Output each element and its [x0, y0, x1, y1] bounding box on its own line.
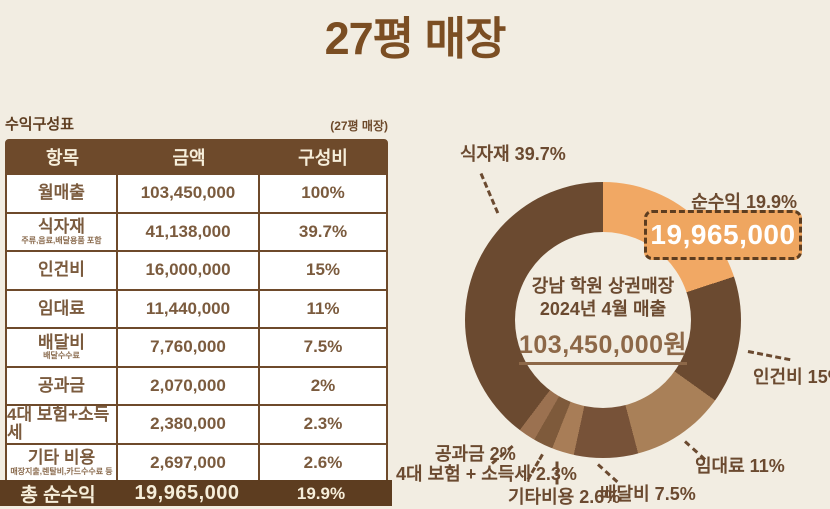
row-ratio: 2.6% — [303, 452, 343, 472]
table-subtitle: (27평 매장) — [330, 119, 388, 133]
table-footer-row: 총 순수익 19,965,000 19.9% — [0, 480, 392, 506]
slice-label-utilities: 공과금 2% — [435, 444, 516, 464]
row-ratio: 100% — [301, 183, 345, 203]
row-note: 매장지출,렌탈비,카드수수료 등 — [10, 466, 113, 476]
row-ratio: 2.3% — [303, 414, 343, 434]
row-amount: 2,697,000 — [118, 444, 260, 481]
leader-line-labor — [747, 350, 791, 362]
table-row: 월매출 103,450,000 100% — [7, 175, 386, 214]
row-amount: 2,380,000 — [118, 406, 260, 443]
donut-center: 강남 학원 상권매장 2024년 4월 매출 103,450,000원 — [515, 232, 691, 408]
page-title: 27평 매장 — [324, 13, 507, 64]
row-item: 식자재 — [38, 217, 85, 237]
column-header-ratio: 구성비 — [298, 148, 348, 168]
slice-label-net-profit: 순수익 19.9% — [691, 192, 797, 212]
chart-center-line2: 2024년 4월 매출 — [539, 298, 667, 319]
row-note: 주류,음료,배달용품 포함 — [21, 235, 102, 245]
footer-amount: 19,965,000 — [134, 482, 240, 504]
row-amount: 2,070,000 — [118, 367, 260, 404]
chart-center-value: 103,450,000원 — [518, 325, 688, 365]
row-item: 기타 비용 — [27, 448, 96, 468]
row-item: 4대 보험+소득세 — [7, 405, 110, 443]
table-row: 배달비 배달수수료 7,760,000 7.5% — [7, 329, 386, 368]
row-ratio: 11% — [306, 298, 340, 318]
row-amount: 103,450,000 — [118, 175, 260, 212]
row-amount: 11,440,000 — [118, 290, 260, 327]
slice-label-rent: 임대료 11% — [695, 456, 785, 476]
slice-label-other-costs: 기타비용 2.6% — [508, 487, 621, 507]
table-row: 4대 보험+소득세 2,380,000 2.3% — [7, 406, 386, 445]
table-row: 공과금 2,070,000 2% — [7, 367, 386, 406]
row-item: 월매출 — [38, 183, 85, 203]
row-ratio: 7.5% — [303, 337, 343, 357]
net-profit-value: 19,965,000 — [650, 219, 796, 250]
revenue-table: 수익구성표 (27평 매장) 항목 금액 구성비 월매출 103,450,000… — [0, 113, 392, 506]
row-amount: 41,138,000 — [118, 213, 260, 250]
table-row: 식자재 주류,음료,배달용품 포함 41,138,000 39.7% — [7, 213, 386, 252]
row-ratio: 2% — [310, 375, 336, 395]
table-row: 임대료 11,440,000 11% — [7, 290, 386, 329]
footer-item: 총 순수익 — [20, 485, 96, 506]
row-item: 인건비 — [38, 260, 85, 280]
row-ratio: 39.7% — [298, 221, 348, 241]
row-item: 배달비 — [38, 332, 85, 352]
leader-line-ingredients — [479, 172, 500, 214]
column-header-amount: 금액 — [172, 148, 206, 168]
table-row: 기타 비용 매장지출,렌탈비,카드수수료 등 2,697,000 2.6% — [7, 444, 386, 481]
table-header-row: 항목 금액 구성비 — [5, 139, 388, 175]
row-item: 공과금 — [38, 375, 85, 395]
slice-label-delivery: 배달비 7.5% — [600, 484, 696, 504]
table-body: 월매출 103,450,000 100% 식자재 주류,음료,배달용품 포함 41… — [5, 175, 388, 483]
footer-ratio: 19.9% — [296, 483, 346, 503]
slice-label-labor: 인건비 15% — [753, 367, 830, 387]
row-amount: 7,760,000 — [118, 329, 260, 366]
slice-label-ingredients: 식자재 39.7% — [460, 144, 566, 164]
slice-label-insurance-tax: 4대 보험 + 소득세 2.3% — [396, 464, 577, 484]
chart-center-line1: 강남 학원 상권매장 — [531, 276, 675, 296]
table-row: 인건비 16,000,000 15% — [7, 252, 386, 291]
row-note: 배달수수료 — [43, 351, 80, 361]
net-profit-callout: 19,965,000 — [644, 210, 802, 260]
table-caption: 수익구성표 (27평 매장) — [5, 113, 388, 134]
row-ratio: 15% — [305, 260, 341, 280]
column-header-item: 항목 — [45, 148, 80, 168]
table-title: 수익구성표 — [5, 116, 75, 133]
row-amount: 16,000,000 — [118, 252, 260, 289]
row-item: 임대료 — [38, 298, 85, 318]
leader-line-other-costs — [555, 461, 559, 485]
